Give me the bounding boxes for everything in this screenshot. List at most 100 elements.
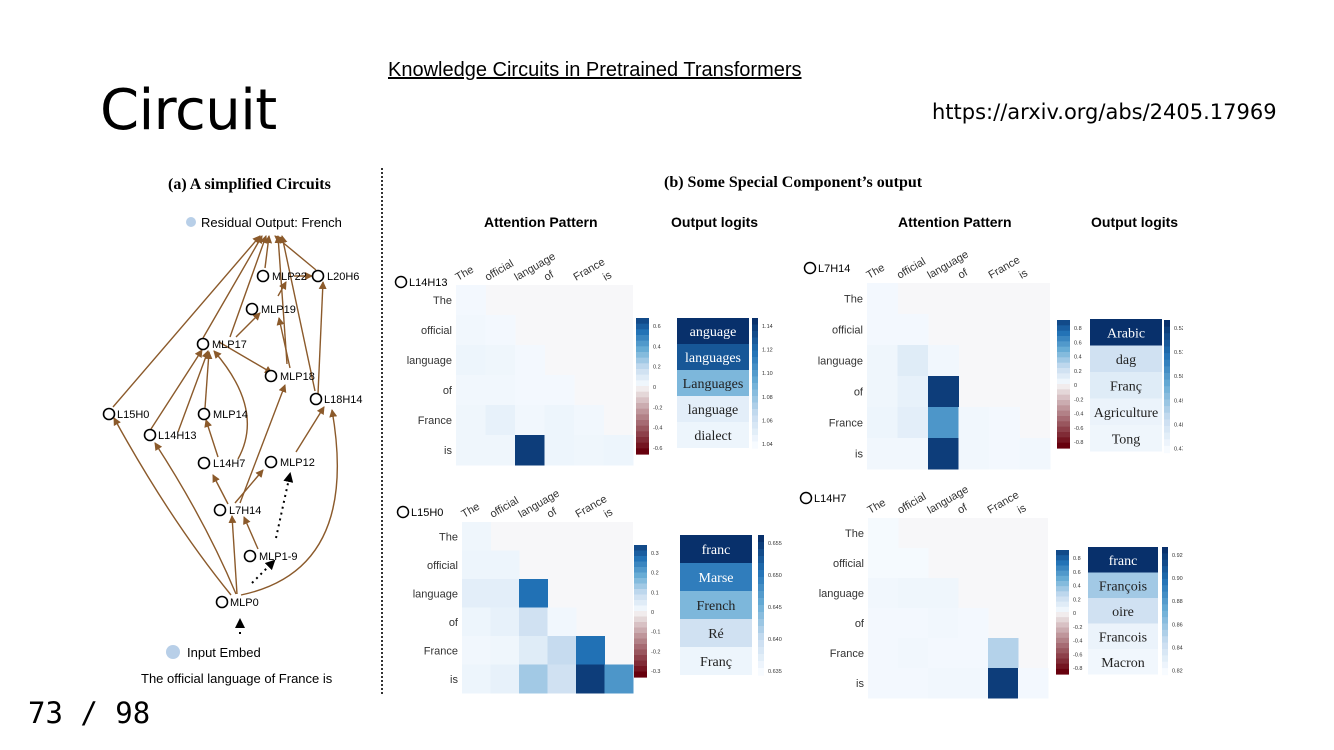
logit-colorbar-segment xyxy=(758,654,764,662)
colorbar-segment xyxy=(636,414,649,421)
colorbar-segment xyxy=(636,323,649,330)
row-token-label: language xyxy=(413,588,458,600)
logit-colorbar-segment xyxy=(758,542,764,550)
attention-cell xyxy=(868,668,899,699)
head-marker-icon xyxy=(394,275,408,289)
colorbar-segment xyxy=(1057,437,1070,444)
attention-cell xyxy=(519,607,548,637)
attention-cell xyxy=(490,607,520,637)
node-label: L14H7 xyxy=(213,458,245,470)
attention-cell xyxy=(988,668,1019,699)
logit-colorbar-tick: 0.86 xyxy=(1172,622,1183,628)
attention-cell xyxy=(868,638,899,669)
attention-cell xyxy=(456,375,486,406)
colorbar-segment xyxy=(1057,368,1070,374)
colorbar-tick: -0.4 xyxy=(1074,412,1083,418)
attention-cell xyxy=(958,438,990,470)
logit-token: language xyxy=(688,403,739,418)
logit-colorbar-segment xyxy=(1164,326,1170,334)
attention-cell xyxy=(515,345,545,376)
attention-cell xyxy=(456,345,486,376)
colorbar-segment xyxy=(1057,389,1070,396)
colorbar-segment xyxy=(1057,394,1070,401)
attention-cell xyxy=(519,636,548,665)
paper-title-link[interactable]: Knowledge Circuits in Pretrained Transfo… xyxy=(388,59,802,81)
colorbar-segment xyxy=(1056,586,1069,592)
logit-colorbar-segment xyxy=(758,619,764,627)
colorbar-tick: 0.4 xyxy=(1073,584,1081,590)
logit-colorbar-segment xyxy=(1162,629,1168,637)
logit-colorbar-segment xyxy=(758,570,764,578)
attention-cell xyxy=(897,314,929,346)
node-label: MLP22 xyxy=(272,271,307,283)
logit-colorbar-segment xyxy=(752,344,758,352)
logit-box xyxy=(1088,572,1158,598)
row-token-label: is xyxy=(444,445,452,457)
logit-colorbar-tick: 0.92 xyxy=(1172,553,1183,559)
colorbar-tick: 0.6 xyxy=(653,324,661,330)
attention-cell xyxy=(867,376,898,408)
attention-cell xyxy=(490,550,520,580)
logit-colorbar-tick: 0.48 xyxy=(1174,422,1183,428)
attention-cell xyxy=(485,375,516,406)
logit-colorbar-segment xyxy=(752,422,758,430)
attention-cell xyxy=(867,345,898,377)
colorbar-segment xyxy=(634,550,647,557)
node-label: L14H13 xyxy=(158,430,197,442)
colorbar-segment xyxy=(634,578,647,585)
logit-colorbar-segment xyxy=(758,633,764,641)
logit-colorbar-segment xyxy=(1162,668,1168,676)
node-mlp0 xyxy=(215,595,229,609)
logit-box xyxy=(680,563,752,591)
colorbar-tick: -0.4 xyxy=(1073,639,1082,645)
logit-colorbar-segment xyxy=(752,415,758,423)
colorbar-segment xyxy=(634,627,647,634)
logit-token: dialect xyxy=(694,429,731,444)
colorbar-tick: 0.4 xyxy=(1074,355,1082,361)
column-token-label: France xyxy=(987,254,1023,282)
colorbar-segment xyxy=(636,340,649,347)
colorbar-tick: -0.1 xyxy=(651,630,660,636)
logit-colorbar-tick: 0.82 xyxy=(1172,669,1183,675)
attention-cell xyxy=(574,435,604,466)
logit-colorbar-segment xyxy=(758,612,764,620)
row-token-label: The xyxy=(844,294,863,306)
attention-cell xyxy=(928,638,959,669)
colorbar-segment xyxy=(1056,653,1069,660)
colorbar-tick: -0.6 xyxy=(653,446,662,452)
attention-cell xyxy=(989,438,1020,470)
panel-separator xyxy=(381,168,383,694)
logit-box xyxy=(677,422,749,448)
input-embed-dot xyxy=(166,645,180,659)
attention-cell xyxy=(868,608,899,639)
logit-colorbar-segment xyxy=(1162,566,1168,574)
logit-colorbar-segment xyxy=(1162,553,1168,561)
colorbar-segment xyxy=(636,442,649,449)
attention-cell xyxy=(928,578,959,609)
input-sentence: The official language of France is xyxy=(141,671,333,686)
attention-cell xyxy=(547,607,577,637)
column-token-label: of xyxy=(956,266,971,281)
attention-cell xyxy=(898,608,929,639)
colorbar-tick: 0.1 xyxy=(651,590,659,596)
colorbar-tick: -0.8 xyxy=(1074,440,1083,446)
colorbar-tick: -0.2 xyxy=(653,405,662,411)
node-label: L18H14 xyxy=(324,394,363,406)
colorbar-tick: -0.4 xyxy=(653,426,662,432)
logit-colorbar-segment xyxy=(1162,642,1168,650)
head-name: L14H13 xyxy=(409,277,448,289)
logit-colorbar-tick: 0.655 xyxy=(768,541,782,547)
attention-cell xyxy=(462,636,491,665)
colorbar-tick: 0 xyxy=(653,385,656,391)
logit-box xyxy=(1090,425,1162,452)
colorbar-segment xyxy=(636,386,649,393)
logit-colorbar-segment xyxy=(1164,359,1170,367)
attention-cell xyxy=(519,579,548,608)
row-token-label: official xyxy=(421,325,452,337)
colorbar-segment xyxy=(636,318,649,325)
input-embed-label: Input Embed xyxy=(187,645,261,660)
logit-token: franc xyxy=(1109,554,1138,569)
residual-output-label: Residual Output: French xyxy=(201,215,342,230)
logit-colorbar-segment xyxy=(752,428,758,436)
row-token-label: France xyxy=(829,418,863,430)
